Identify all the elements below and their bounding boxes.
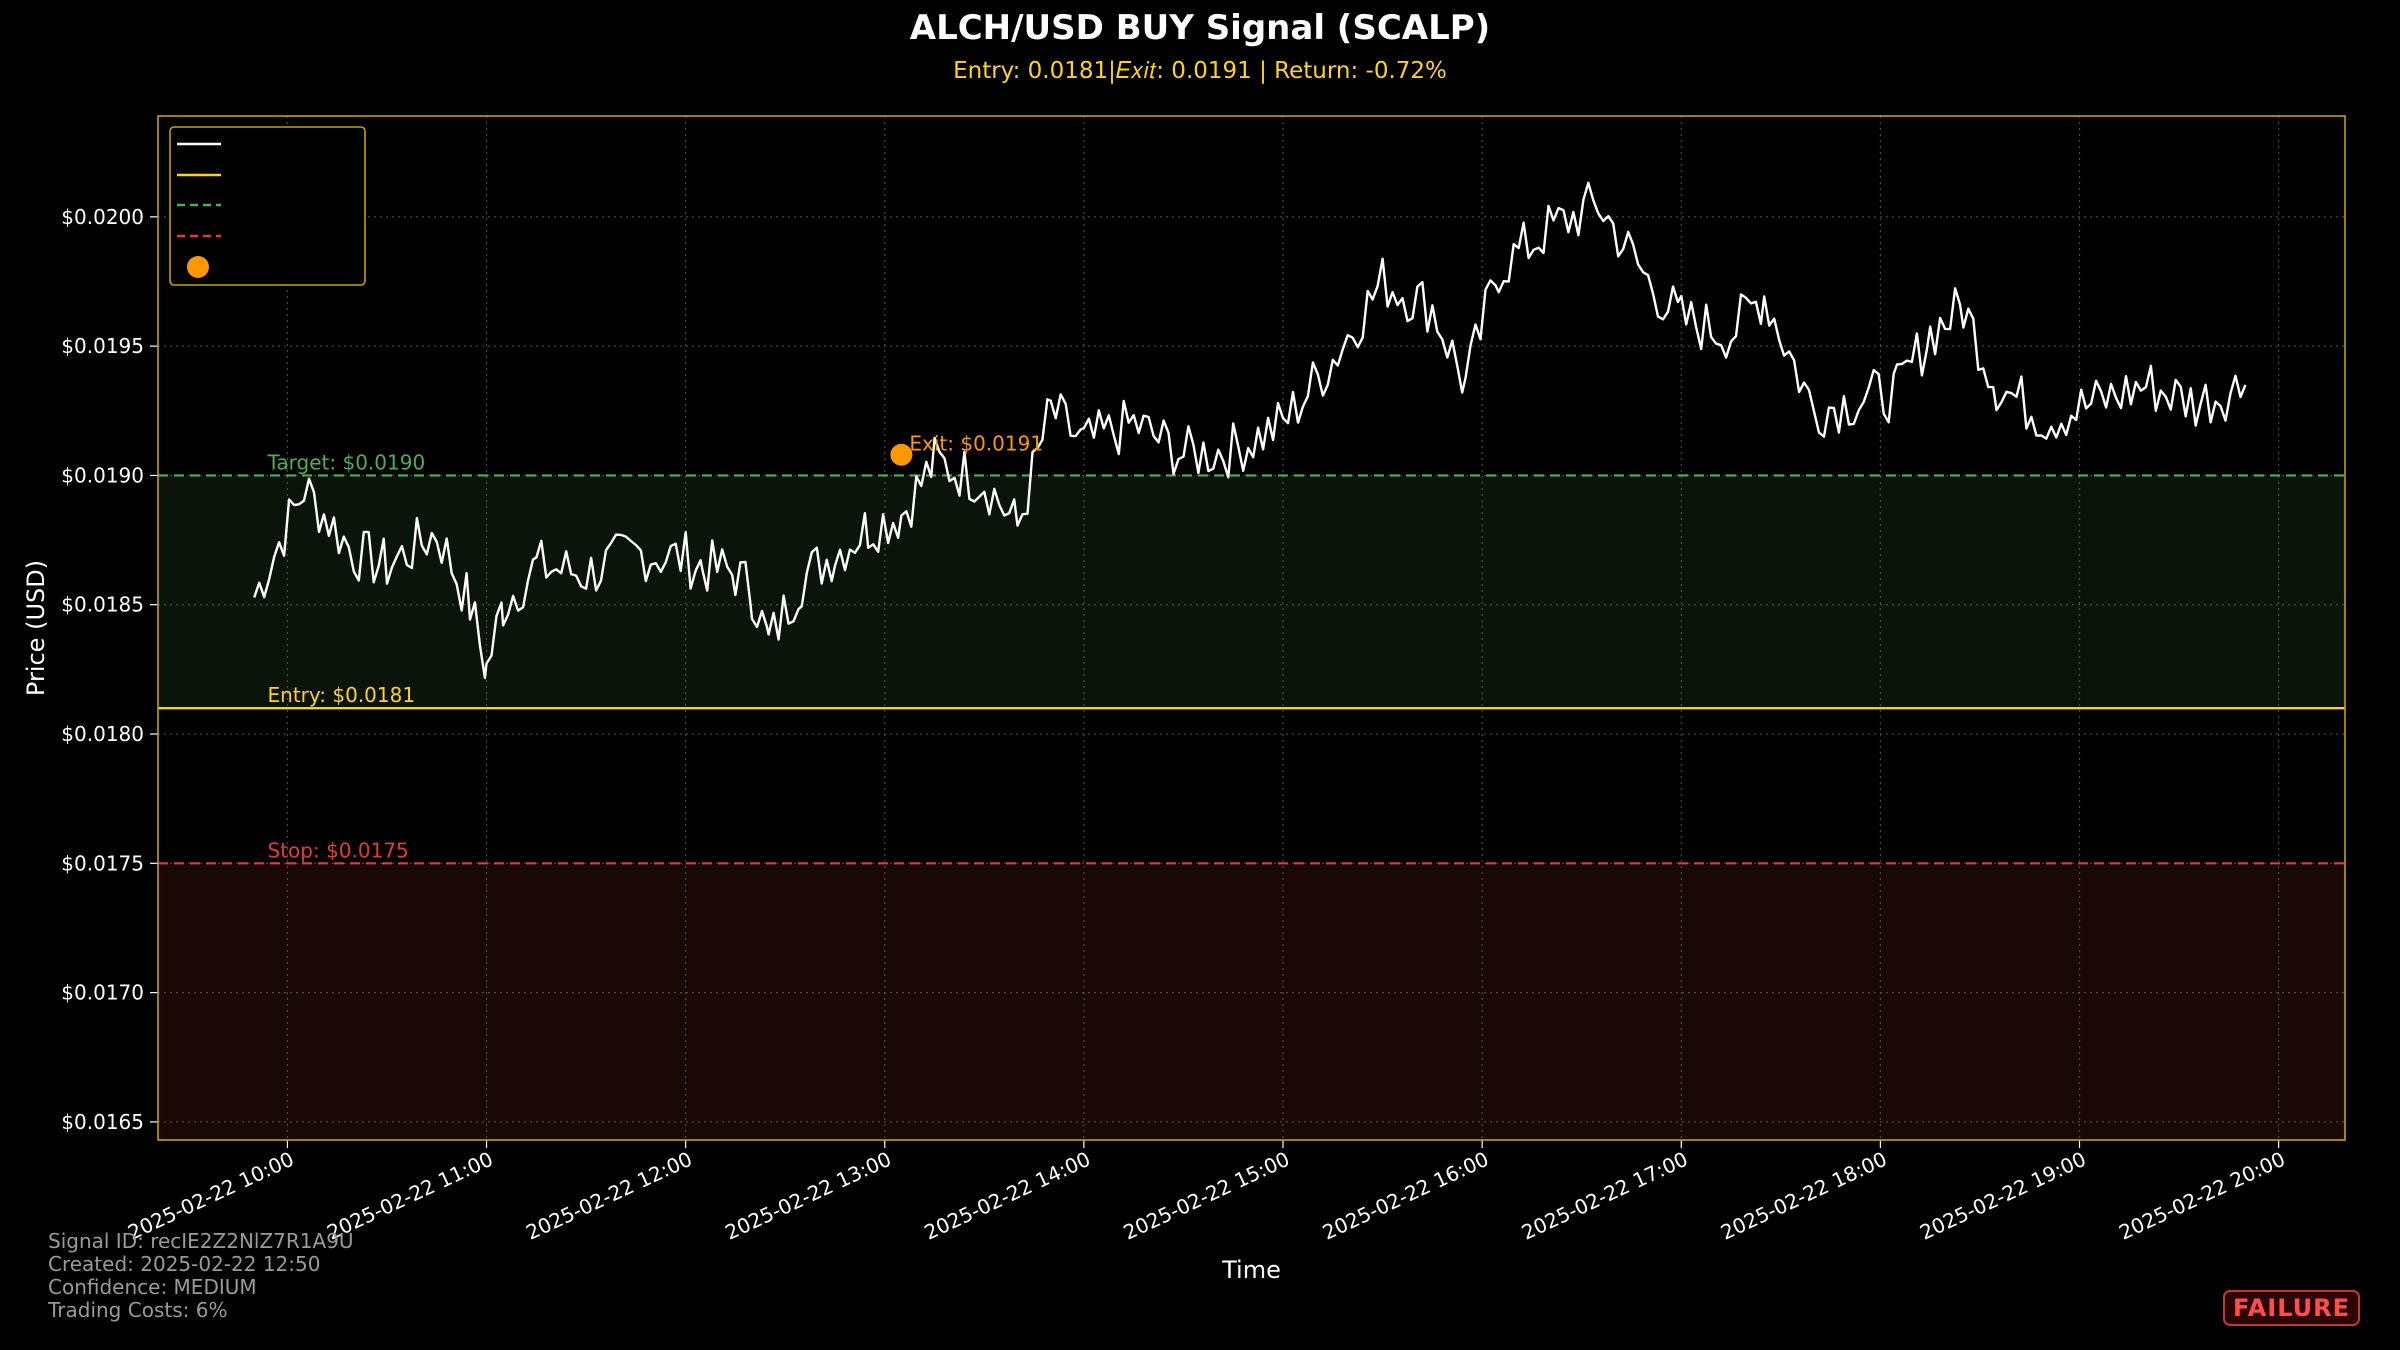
y-tick-label: $0.0170: [61, 981, 144, 1005]
level-label: Stop: $0.0175: [268, 838, 409, 862]
price-line: [253, 181, 2247, 680]
x-tick-label: 2025-02-22 20:00: [2115, 1147, 2288, 1245]
x-tick-label: 2025-02-22 12:00: [522, 1147, 695, 1245]
y-tick-label: $0.0195: [61, 334, 144, 358]
plot-frame: [157, 115, 2346, 1141]
signal-id: Signal ID: recIE2Z2NlZ7R1A9U: [48, 1229, 354, 1253]
level-label: Target: $0.0190: [267, 450, 426, 474]
exit-marker: [890, 443, 913, 466]
x-tick-label: 2025-02-22 18:00: [1717, 1147, 1890, 1245]
x-tick-label: 2025-02-22 16:00: [1319, 1147, 1492, 1245]
legend: [169, 126, 366, 286]
x-tick-label: 2025-02-22 13:00: [721, 1147, 894, 1245]
x-tick-label: 2025-02-22 15:00: [1120, 1147, 1293, 1245]
y-tick-label: $0.0190: [61, 463, 144, 487]
y-tick-label: $0.0175: [61, 851, 144, 875]
y-tick-label: $0.0185: [61, 593, 144, 617]
exit-label: Exit: $0.0191: [909, 432, 1043, 456]
loss-zone: [158, 863, 2345, 1140]
confidence: Confidence: MEDIUM: [48, 1275, 257, 1299]
y-tick-label: $0.0165: [61, 1110, 144, 1134]
legend-box: [169, 126, 366, 286]
x-tick-label: 2025-02-22 14:00: [921, 1147, 1094, 1245]
level-label: Entry: $0.0181: [268, 683, 416, 707]
x-tick-label: 2025-02-22 19:00: [1916, 1147, 2089, 1245]
legend-exit-swatch: [187, 256, 209, 278]
created-time: Created: 2025-02-22 12:50: [48, 1252, 321, 1276]
status-badge: FAILURE: [2223, 1290, 2360, 1326]
chart-subtitle: Entry: 0.0181|𝐸𝑥𝑖𝑡: 0.0191 | Return: -0.…: [953, 58, 1447, 84]
signal-meta: Signal ID: recIE2Z2NlZ7R1A9U Created: 20…: [48, 1230, 354, 1322]
y-axis-title: Price (USD): [22, 560, 50, 696]
y-tick-label: $0.0180: [61, 722, 144, 746]
trading-costs: Trading Costs: 6%: [48, 1298, 228, 1322]
x-tick-label: 2025-02-22 17:00: [1518, 1147, 1691, 1245]
y-tick-label: $0.0200: [61, 205, 144, 229]
chart-title: ALCH/USD BUY Signal (SCALP): [909, 8, 1491, 48]
profit-zone: [158, 475, 2345, 709]
x-axis-title: Time: [1221, 1256, 1281, 1284]
